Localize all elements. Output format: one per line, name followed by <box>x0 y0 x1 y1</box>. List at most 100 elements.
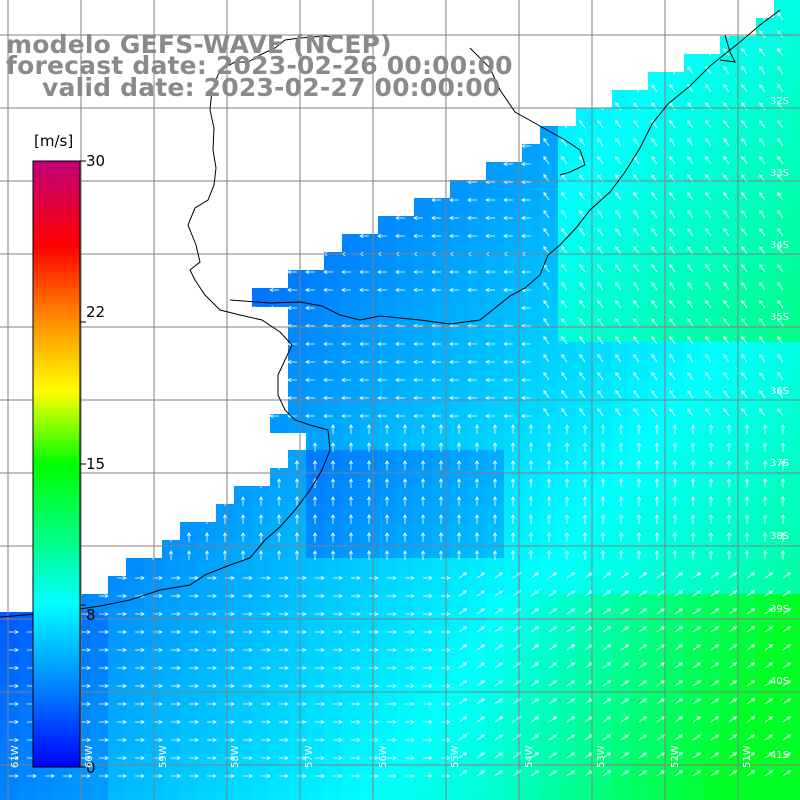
wind-vector <box>243 611 253 617</box>
speed-cell <box>342 234 361 253</box>
speed-cell <box>756 522 775 541</box>
speed-cell <box>126 702 145 721</box>
speed-cell <box>324 612 343 631</box>
wind-vector <box>710 680 720 687</box>
wind-vector <box>503 395 513 401</box>
wind-vector <box>615 119 622 129</box>
speed-cell <box>324 450 343 469</box>
wind-vector <box>405 773 415 779</box>
speed-cell <box>216 522 235 541</box>
speed-cell <box>738 540 757 559</box>
speed-cell <box>252 558 271 577</box>
wind-vector <box>705 335 712 345</box>
speed-cell <box>630 648 649 667</box>
speed-cell <box>306 594 325 613</box>
speed-cell <box>612 108 631 127</box>
speed-cell <box>576 450 595 469</box>
speed-cell <box>216 558 235 577</box>
speed-cell <box>558 540 577 559</box>
wind-vector <box>494 770 504 777</box>
speed-cell <box>0 792 19 800</box>
speed-cell <box>468 216 487 235</box>
speed-cell <box>666 792 685 800</box>
speed-cell <box>522 774 541 793</box>
wind-vector <box>728 734 738 741</box>
speed-cell <box>720 72 739 91</box>
wind-vector <box>135 647 145 653</box>
speed-cell <box>594 738 613 757</box>
speed-cell <box>522 792 541 800</box>
wind-vector <box>687 263 694 273</box>
speed-cell <box>324 306 343 325</box>
speed-cell <box>720 450 739 469</box>
speed-cell <box>396 468 415 487</box>
wind-vector <box>620 608 630 615</box>
speed-cell <box>594 306 613 325</box>
speed-cell <box>630 558 649 577</box>
wind-vector <box>597 407 604 417</box>
speed-cell <box>540 306 559 325</box>
colorbar-gradient <box>32 160 81 768</box>
speed-cell <box>540 486 559 505</box>
speed-cell <box>648 360 667 379</box>
speed-cell <box>162 774 181 793</box>
wind-vector <box>600 424 606 434</box>
wind-vector <box>171 683 181 689</box>
speed-cell <box>720 252 739 271</box>
wind-vector <box>420 532 426 542</box>
wind-vector <box>413 269 423 275</box>
speed-cell <box>774 396 793 415</box>
speed-cell <box>108 774 127 793</box>
speed-cell <box>486 558 505 577</box>
wind-vector <box>687 101 694 111</box>
wind-vector <box>692 680 702 687</box>
wind-vector <box>366 478 372 488</box>
speed-cell <box>396 450 415 469</box>
speed-cell <box>486 540 505 559</box>
wind-vector <box>204 514 210 524</box>
wind-vector <box>494 734 504 741</box>
wind-vector <box>476 662 486 669</box>
wind-vector <box>705 137 712 147</box>
wind-vector <box>620 734 630 741</box>
wind-vector <box>597 119 604 129</box>
speed-cell <box>540 450 559 469</box>
speed-cell <box>360 342 379 361</box>
speed-cell <box>666 486 685 505</box>
wind-vector <box>431 341 441 347</box>
speed-cell <box>648 540 667 559</box>
speed-cell <box>504 594 523 613</box>
speed-cell <box>684 90 703 109</box>
wind-vector <box>135 611 145 617</box>
wind-vector <box>395 359 405 365</box>
wind-vector <box>204 532 210 542</box>
wind-vector <box>485 377 495 383</box>
speed-cell <box>630 504 649 523</box>
wind-vector <box>449 341 459 347</box>
wind-vector <box>692 698 702 705</box>
speed-cell <box>126 684 145 703</box>
wind-vector <box>521 395 531 401</box>
wind-vector <box>548 662 558 669</box>
speed-cell <box>612 450 631 469</box>
speed-cell <box>594 630 613 649</box>
wind-vector <box>243 755 253 761</box>
speed-cell <box>504 378 523 397</box>
wind-vector <box>777 263 784 273</box>
wind-vector <box>741 317 748 327</box>
speed-cell <box>594 270 613 289</box>
speed-cell <box>756 774 775 793</box>
speed-cell <box>486 594 505 613</box>
speed-cell <box>630 666 649 685</box>
wind-vector <box>243 575 253 581</box>
speed-cell <box>378 702 397 721</box>
wind-vector <box>377 269 387 275</box>
wind-vector <box>777 317 784 327</box>
wind-vector <box>530 770 540 777</box>
speed-cell <box>648 702 667 721</box>
wind-vector <box>279 773 289 779</box>
wind-vector <box>692 770 702 777</box>
speed-cell <box>612 360 631 379</box>
speed-cell <box>504 162 523 181</box>
wind-vector <box>294 550 300 560</box>
